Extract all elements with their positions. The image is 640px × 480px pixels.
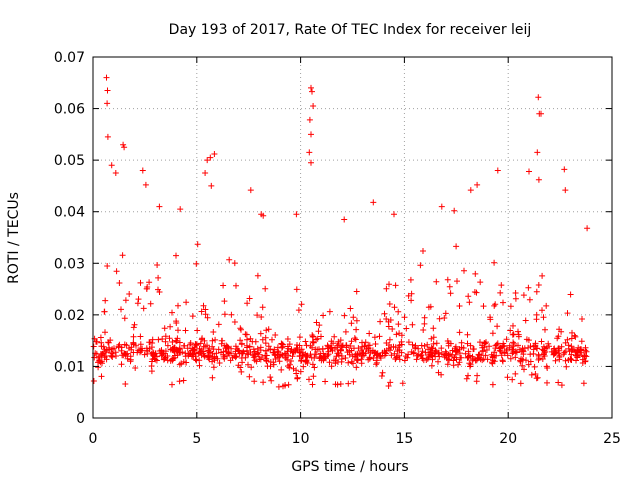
- y-tick-label: 0.01: [54, 359, 85, 375]
- x-tick-label: 10: [292, 431, 310, 447]
- x-tick-label: 25: [603, 431, 621, 447]
- chart-title: Day 193 of 2017, Rate Of TEC Index for r…: [169, 22, 532, 38]
- y-tick-label: 0.03: [54, 256, 85, 272]
- x-tick-label: 0: [89, 431, 98, 447]
- data-points: [90, 74, 591, 390]
- x-tick-label: 20: [499, 431, 517, 447]
- grid: [93, 57, 612, 418]
- x-tick-label: 5: [192, 431, 201, 447]
- y-tick-label: 0.06: [54, 102, 85, 118]
- y-axis-ticks: 0 0.01 0.02 0.03 0.04 0.05 0.06 0.07: [54, 50, 612, 427]
- plot-frame: [92, 56, 613, 419]
- x-tick-label: 15: [395, 431, 413, 447]
- y-tick-label: 0.04: [54, 205, 85, 221]
- y-tick-label: 0.05: [54, 153, 85, 169]
- y-tick-label: 0: [76, 411, 85, 427]
- y-tick-label: 0.07: [54, 50, 85, 66]
- x-axis-ticks: 0 5 10 15 20 25: [89, 57, 621, 447]
- data-point-markers: [90, 74, 591, 390]
- y-tick-label: 0.02: [54, 308, 85, 324]
- x-axis-label: GPS time / hours: [291, 459, 408, 475]
- y-axis-label: ROTI / TECUs: [6, 192, 22, 284]
